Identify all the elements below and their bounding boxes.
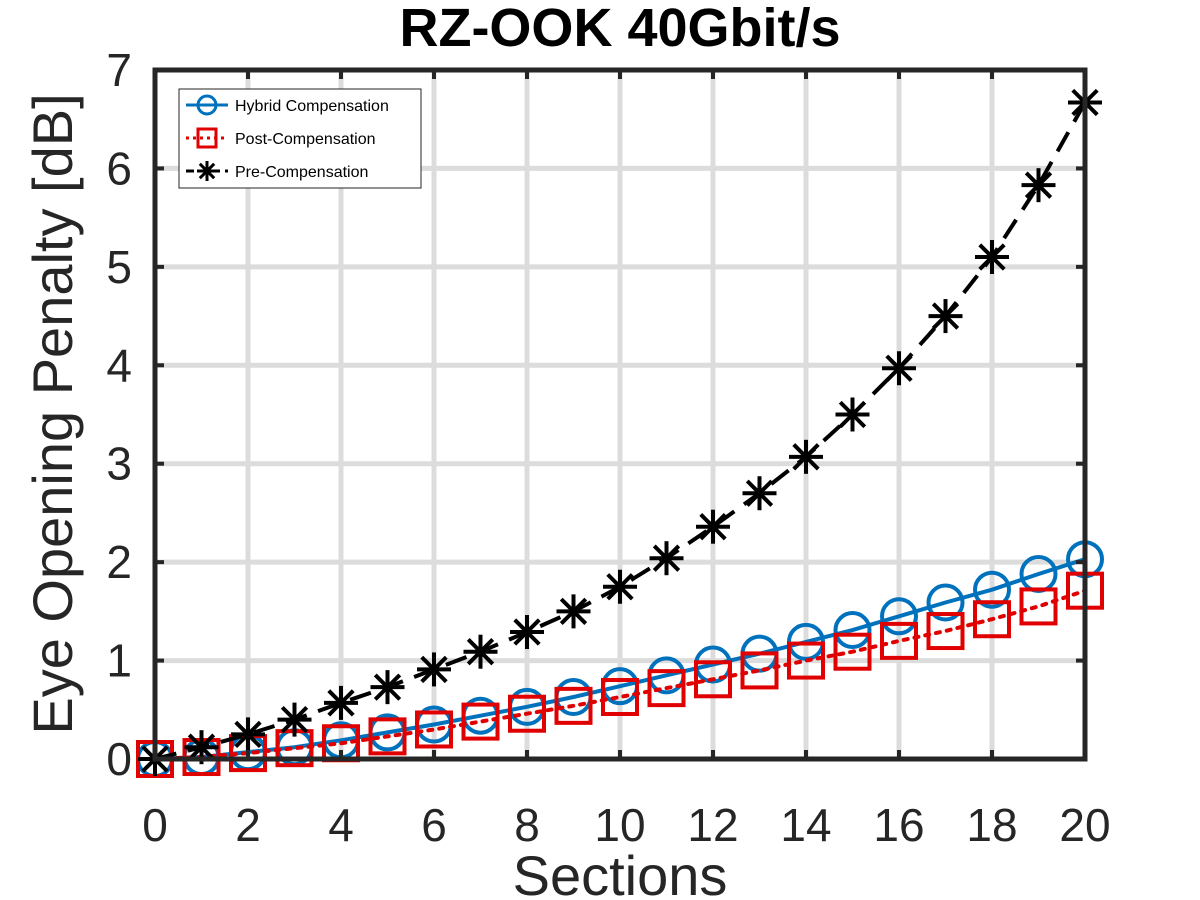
- data-point: [197, 161, 217, 181]
- data-point: [508, 694, 546, 733]
- data-point: [370, 670, 405, 705]
- x-axis-label: Sections: [513, 844, 728, 900]
- series-layer: [136, 85, 1104, 778]
- data-point: [926, 583, 965, 622]
- y-tick-label: 5: [106, 241, 132, 293]
- x-tick-label: 14: [780, 799, 831, 851]
- legend-label: Post-Compensation: [235, 131, 376, 148]
- legend-entry: Pre-Compensation: [186, 161, 368, 181]
- y-axis-label: Eye Opening Penalty [dB]: [21, 93, 84, 734]
- data-point: [324, 685, 358, 720]
- data-point: [973, 600, 1011, 639]
- data-point: [196, 94, 218, 116]
- data-point: [975, 240, 1009, 275]
- data-point: [603, 569, 637, 604]
- x-tick-label: 10: [594, 799, 645, 851]
- data-point: [556, 594, 591, 629]
- data-point: [833, 632, 872, 671]
- x-tick-label: 4: [328, 799, 354, 851]
- data-point: [277, 702, 312, 737]
- data-point: [415, 710, 453, 749]
- x-tick-label: 8: [514, 799, 540, 851]
- data-point: [973, 570, 1011, 609]
- data-point: [880, 621, 918, 660]
- data-point: [649, 541, 684, 576]
- data-point: [880, 597, 918, 636]
- data-point: [882, 351, 916, 386]
- y-tick-label: 1: [106, 635, 132, 687]
- x-tick-label: 18: [966, 799, 1017, 851]
- legend-entry: Post-Compensation: [186, 127, 376, 149]
- data-point: [1021, 168, 1056, 203]
- x-tick-label: 0: [142, 799, 168, 851]
- data-point: [740, 651, 779, 690]
- ticks: [153, 68, 1087, 761]
- y-tick-label: 6: [106, 142, 132, 194]
- chart-title: RZ-OOK 40Gbit/s: [399, 0, 840, 58]
- data-point: [601, 677, 639, 716]
- data-point: [368, 717, 407, 756]
- data-point: [510, 615, 544, 650]
- data-point: [694, 660, 732, 699]
- data-point: [463, 634, 498, 669]
- data-point: [196, 127, 218, 149]
- data-point: [1019, 587, 1058, 626]
- legend-entries: Hybrid Compensation Post-Compensation Pre-…: [186, 94, 389, 181]
- data-point: [787, 641, 825, 680]
- x-tick-label: 12: [687, 799, 738, 851]
- legend-label: Pre-Compensation: [235, 164, 368, 181]
- data-point: [696, 509, 730, 544]
- x-tick-label: 6: [421, 799, 447, 851]
- data-point: [928, 299, 963, 334]
- y-tick-label: 7: [106, 44, 132, 96]
- y-tick-label: 2: [106, 536, 132, 588]
- legend: Hybrid Compensation Post-Compensation Pre-…: [178, 88, 422, 189]
- data-point: [926, 612, 965, 651]
- data-point: [835, 397, 870, 432]
- legend-label: Hybrid Compensation: [235, 98, 389, 115]
- x-tick-label: 2: [235, 799, 261, 851]
- data-point: [833, 611, 872, 650]
- x-tick-label: 20: [1059, 799, 1110, 851]
- data-point: [231, 717, 265, 752]
- x-tick-label: 16: [873, 799, 924, 851]
- data-point: [647, 669, 686, 708]
- y-tick-label: 3: [106, 438, 132, 490]
- data-point: [417, 652, 451, 687]
- y-tick-label: 4: [106, 339, 132, 391]
- data-point: [554, 686, 593, 725]
- y-tick-label: 0: [106, 733, 132, 785]
- series-2: [138, 85, 1102, 776]
- legend-entry: Hybrid Compensation: [186, 94, 389, 116]
- data-point: [742, 476, 777, 511]
- data-point: [461, 702, 500, 741]
- data-point: [789, 439, 823, 474]
